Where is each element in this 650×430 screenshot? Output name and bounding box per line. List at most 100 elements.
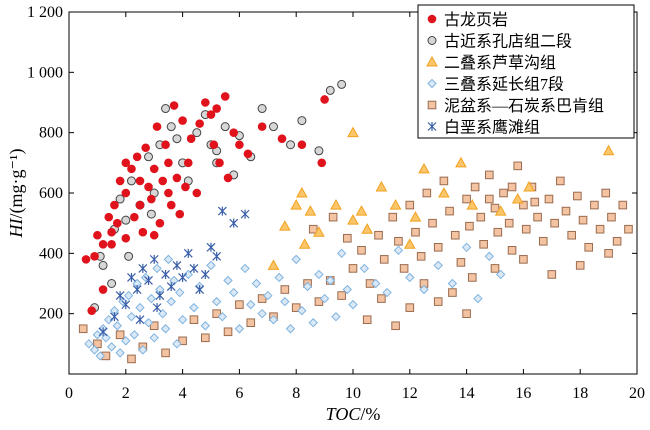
data-point — [290, 199, 303, 210]
data-point — [405, 272, 415, 283]
data-point — [612, 236, 622, 246]
data-point — [257, 294, 267, 303]
data-point — [521, 224, 531, 234]
data-point — [550, 218, 559, 228]
data-point — [470, 182, 480, 192]
data-point — [166, 200, 176, 210]
data-point — [147, 194, 156, 204]
data-point — [161, 269, 170, 279]
data-point — [604, 249, 613, 258]
data-point — [277, 134, 287, 143]
data-point — [146, 293, 157, 304]
data-point — [115, 291, 125, 301]
data-point — [149, 230, 159, 240]
data-point — [160, 324, 171, 334]
data-point — [304, 205, 317, 216]
data-point — [278, 220, 291, 231]
data-point — [144, 275, 153, 285]
data-point — [141, 143, 150, 153]
data-point — [104, 212, 114, 222]
data-point — [92, 330, 103, 340]
data-point — [274, 272, 284, 283]
data-point — [152, 263, 162, 274]
data-point — [584, 243, 594, 252]
data-point — [149, 164, 159, 174]
data-point — [127, 354, 136, 364]
data-point — [493, 227, 503, 237]
data-point — [129, 330, 140, 340]
data-point — [235, 140, 244, 150]
data-point — [217, 311, 228, 322]
y-tick-label: 1 200 — [27, 4, 63, 21]
x-axis-title-variable: TOC — [326, 404, 362, 424]
data-point — [484, 251, 495, 262]
data-point — [347, 126, 359, 138]
data-point — [195, 119, 204, 128]
data-point — [462, 194, 471, 204]
data-point — [124, 251, 134, 261]
data-point — [257, 122, 267, 131]
data-point — [405, 303, 415, 312]
data-point — [155, 291, 165, 301]
data-point — [473, 293, 483, 304]
data-point — [433, 297, 443, 306]
data-point — [286, 140, 296, 150]
data-point — [297, 116, 307, 126]
data-point — [433, 260, 443, 271]
data-point — [138, 227, 148, 237]
x-tick-label: 18 — [572, 385, 588, 402]
data-point — [215, 158, 224, 168]
legend-item: 白垩系鹰滩组 — [427, 119, 540, 137]
legend-label: 三叠系延长组7段 — [444, 76, 564, 94]
data-point — [172, 134, 182, 144]
data-point — [330, 199, 342, 210]
data-point — [229, 287, 239, 298]
x-tick-label: 0 — [65, 385, 73, 402]
data-point — [78, 324, 88, 334]
data-point — [298, 238, 311, 249]
data-point — [195, 285, 205, 295]
data-point — [325, 275, 335, 286]
legend-item: 三叠系延长组7段 — [427, 76, 564, 94]
data-point — [280, 285, 290, 294]
data-point — [158, 176, 168, 186]
data-point — [127, 164, 136, 174]
x-tick-label: 14 — [459, 385, 475, 402]
data-point — [220, 122, 230, 132]
data-point — [107, 279, 117, 288]
data-point — [206, 242, 216, 252]
data-point — [143, 318, 154, 328]
x-tick-label: 8 — [292, 385, 300, 402]
data-point — [302, 281, 313, 292]
data-point — [388, 212, 398, 222]
data-point — [567, 230, 576, 240]
data-point — [325, 85, 335, 95]
data-point — [104, 314, 114, 325]
data-point — [403, 238, 416, 249]
data-point — [450, 230, 460, 240]
x-tick-label: 12 — [402, 385, 418, 402]
data-point — [152, 122, 162, 131]
data-point — [405, 200, 415, 210]
data-point — [428, 218, 437, 228]
x-axis-title: TOC/% — [326, 404, 381, 424]
data-point — [308, 318, 318, 328]
legend-label: 古近系孔店组二段 — [444, 33, 572, 51]
data-point — [110, 312, 119, 322]
data-point — [87, 306, 97, 315]
data-point — [314, 146, 324, 156]
data-point — [121, 188, 131, 198]
data-point — [115, 330, 125, 340]
data-point — [144, 182, 153, 192]
data-point — [456, 258, 466, 267]
data-point — [602, 144, 615, 156]
data-point — [374, 230, 383, 240]
data-point — [172, 173, 182, 183]
data-point — [107, 239, 116, 249]
data-point — [291, 303, 301, 312]
data-point — [135, 200, 145, 210]
data-point — [161, 140, 170, 150]
legend-label: 二叠系芦草沟组 — [444, 54, 556, 72]
data-point — [411, 227, 420, 237]
legend-label: 古龙页岩 — [444, 11, 508, 29]
